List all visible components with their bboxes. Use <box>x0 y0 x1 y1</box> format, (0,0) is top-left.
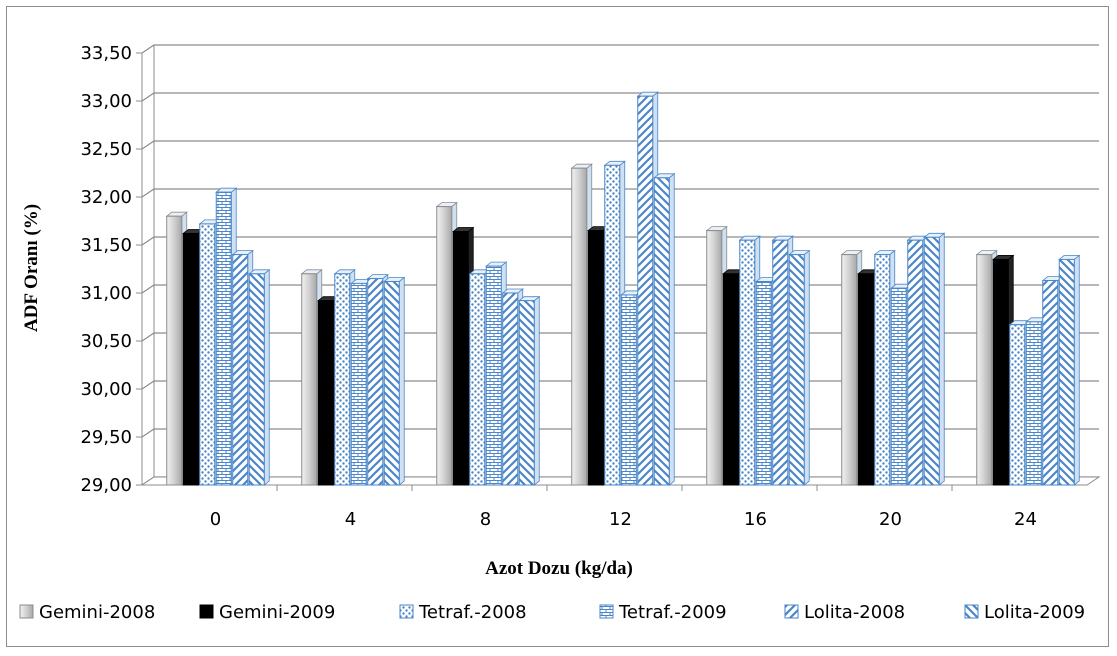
legend-label: Tetraf.-2009 <box>618 602 727 623</box>
tick-labels: 29,00 29,50 30,00 30,50 31,00 31,50 32,00 32,50… <box>80 43 1036 530</box>
bar-Gemini-2008-12 <box>571 167 588 486</box>
bar-Lolita-2008-4 <box>367 278 384 486</box>
bar-side <box>803 249 810 486</box>
bar-Tetraf.-2008-4 <box>334 273 351 486</box>
y-tick-label: 32,00 <box>80 187 132 208</box>
legend-swatch <box>199 604 214 619</box>
bar-Gemini-2008-16 <box>706 230 723 486</box>
bar-Tetraf.-2009-20 <box>890 287 907 486</box>
bar-Tetraf.-2009-16 <box>755 280 772 486</box>
bar-Gemini-2009-24 <box>992 258 1009 486</box>
x-tick-label: 4 <box>345 509 356 530</box>
bar-Lolita-2009-24 <box>1058 258 1075 486</box>
bar-side <box>938 232 945 486</box>
bar-Tetraf.-2008-0 <box>199 223 216 486</box>
bar-Tetraf.-2008-16 <box>739 239 756 486</box>
back-wall-edge <box>141 45 155 486</box>
bar-Tetraf.-2009-0 <box>215 191 232 486</box>
bar-Lolita-2008-12 <box>637 95 654 486</box>
bar-Tetraf.-2008-12 <box>604 164 621 486</box>
x-tick-label: 12 <box>609 509 632 530</box>
bar-Gemini-2009-8 <box>452 231 469 486</box>
bar-Gemini-2008-8 <box>436 206 453 486</box>
legend-swatch <box>599 604 614 619</box>
legend-swatch <box>19 604 34 619</box>
y-tick-label: 33,50 <box>80 43 132 64</box>
y-tick-label: 30,50 <box>80 331 132 352</box>
bar-Gemini-2009-20 <box>857 273 874 486</box>
bar-Tetraf.-2009-24 <box>1025 321 1042 486</box>
bar-side <box>263 268 270 486</box>
y-tick-label: 30,00 <box>80 379 132 400</box>
bar-Tetraf.-2008-20 <box>874 254 891 486</box>
legend-label: Lolita-2009 <box>984 602 1085 623</box>
bar-Lolita-2008-24 <box>1042 280 1059 486</box>
bar-side <box>398 276 405 486</box>
legend-label: Gemini-2008 <box>39 602 155 623</box>
legend: Gemini-2008 Gemini-2009 Tetraf.-2008 Tetraf… <box>19 602 1085 623</box>
x-tick-label: 16 <box>744 509 767 530</box>
bar-Lolita-2009-8 <box>518 300 535 486</box>
x-tick-label: 0 <box>210 509 221 530</box>
bars <box>165 91 1081 486</box>
bar-Lolita-2009-12 <box>653 177 670 486</box>
bar-Gemini-2009-12 <box>587 230 604 486</box>
bar-Lolita-2008-8 <box>502 292 519 486</box>
bar-Gemini-2008-4 <box>301 273 318 486</box>
bar-Gemini-2009-16 <box>722 273 739 486</box>
bar-Lolita-2009-16 <box>788 254 805 486</box>
bar-Lolita-2009-4 <box>383 280 400 486</box>
gridline <box>141 44 1099 54</box>
bar-Tetraf.-2009-8 <box>485 265 502 486</box>
bar-Lolita-2008-0 <box>232 254 249 486</box>
bar-side <box>533 295 540 486</box>
y-tick-label: 32,50 <box>80 139 132 160</box>
legend-label: Gemini-2009 <box>219 602 335 623</box>
bar-Tetraf.-2009-4 <box>350 282 367 486</box>
gridline <box>141 140 1099 150</box>
x-tick-label: 24 <box>1014 509 1037 530</box>
gridline <box>141 92 1099 102</box>
bar-Lolita-2008-16 <box>772 239 789 486</box>
y-axis-title: ADF Oranı (%) <box>21 204 42 332</box>
bar-Gemini-2008-20 <box>841 254 858 486</box>
legend-swatch <box>964 604 979 619</box>
y-tick-label: 31,50 <box>80 235 132 256</box>
bar-side <box>668 172 675 486</box>
legend-swatch <box>784 604 799 619</box>
y-tick-label: 29,50 <box>80 427 132 448</box>
bar-Gemini-2009-0 <box>182 232 199 486</box>
legend-swatch <box>399 604 414 619</box>
bar-Lolita-2008-20 <box>907 239 924 486</box>
bar-Gemini-2008-0 <box>166 215 183 486</box>
x-tick-label: 8 <box>480 509 491 530</box>
bar-Tetraf.-2009-12 <box>620 294 637 486</box>
y-tick-label: 33,00 <box>80 91 132 112</box>
bar-Lolita-2009-20 <box>923 236 940 486</box>
bar-Lolita-2009-0 <box>248 273 265 486</box>
y-tick-label: 31,00 <box>80 283 132 304</box>
bar-Gemini-2009-4 <box>317 300 334 486</box>
legend-label: Lolita-2008 <box>804 602 905 623</box>
bar-side <box>1073 254 1080 486</box>
bar-Gemini-2008-24 <box>976 254 993 486</box>
bar-Tetraf.-2008-24 <box>1009 324 1026 486</box>
x-axis-title: Azot Dozu (kg/da) <box>485 558 633 579</box>
x-tick-label: 20 <box>879 509 902 530</box>
y-tick-label: 29,00 <box>80 475 132 496</box>
legend-label: Tetraf.-2008 <box>418 602 527 623</box>
bar-Tetraf.-2008-8 <box>469 273 486 486</box>
